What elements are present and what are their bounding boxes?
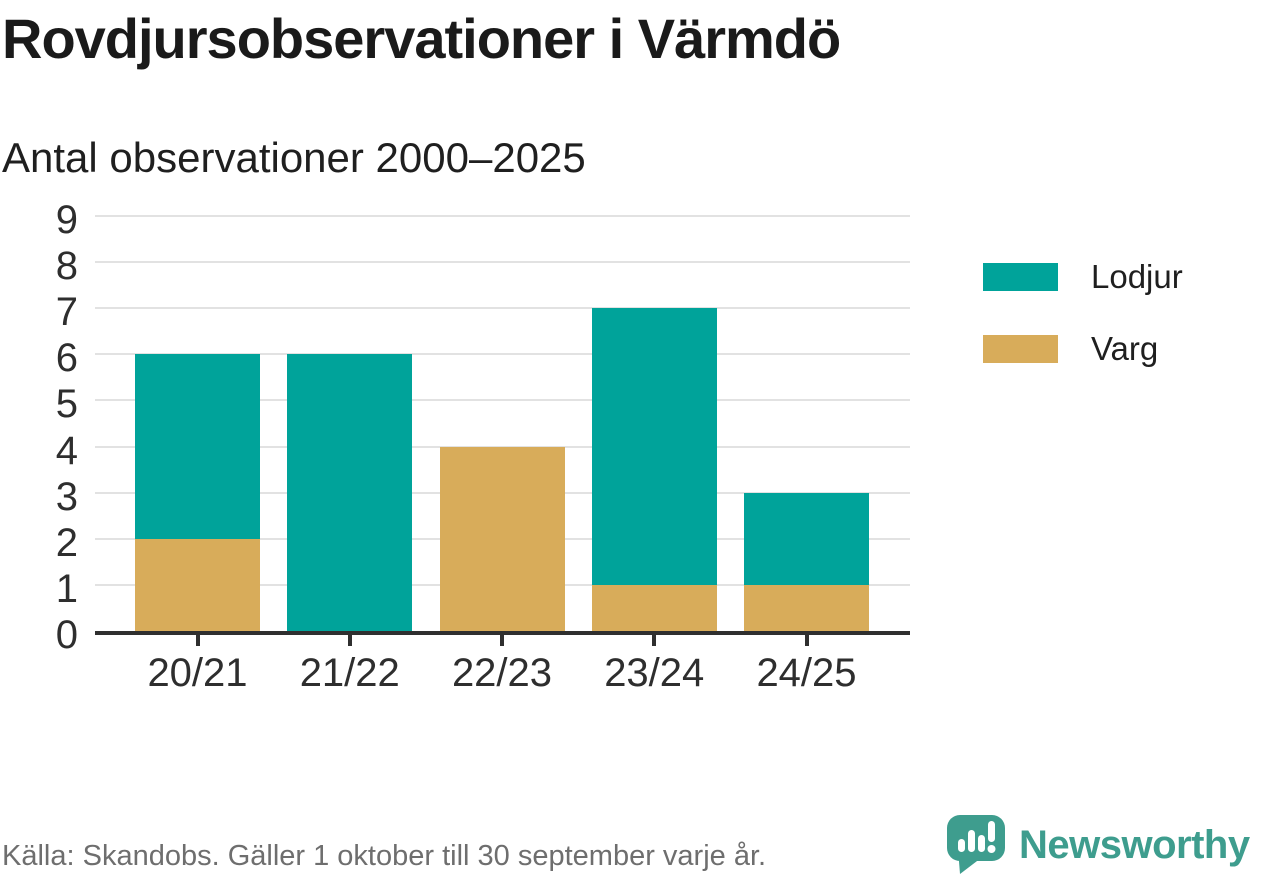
legend-swatch-varg-icon <box>983 335 1058 363</box>
y-axis-tick-label: 6 <box>55 336 78 381</box>
x-axis-tick-label: 24/25 <box>756 651 857 695</box>
legend-item-varg: Varg <box>983 330 1183 368</box>
y-axis-tick-label: 9 <box>55 198 78 242</box>
y-axis-tick-label: 4 <box>55 428 78 473</box>
gridline <box>95 215 910 217</box>
gridline <box>95 307 910 310</box>
gridline <box>95 353 910 356</box>
page-title: Rovdjursobservationer i Värmdö <box>2 7 841 70</box>
x-axis-tick-label: 23/24 <box>604 651 705 695</box>
gridline <box>95 399 910 402</box>
bar-segment-lodjur-24-25 <box>744 492 869 585</box>
plot-area: 20/21 21/22 22/23 23/24 24/25 <box>95 215 910 695</box>
legend-item-lodjur: Lodjur <box>983 258 1183 296</box>
legend-label-varg: Varg <box>1091 330 1159 367</box>
bar-segment-varg-22-23 <box>439 446 565 631</box>
newsworthy-logo-icon <box>947 815 1005 874</box>
x-axis-tick-label: 20/21 <box>147 651 248 695</box>
x-axis-tick <box>500 635 504 646</box>
y-axis-tick-label: 3 <box>55 474 78 519</box>
bar-segment-lodjur-20-21 <box>135 354 260 539</box>
newsworthy-brand: Newsworthy <box>945 812 1250 878</box>
y-axis-tick-label: 2 <box>55 520 78 565</box>
x-axis-tick-label: 21/22 <box>299 651 400 695</box>
bar-segment-varg-23-24 <box>591 584 717 631</box>
x-axis-tick <box>347 635 352 646</box>
x-axis-tick <box>195 635 200 646</box>
source-text: Källa: Skandobs. Gäller 1 oktober till 3… <box>2 840 767 872</box>
y-axis-tick-label: 5 <box>55 382 78 427</box>
y-axis-tick-label: 1 <box>55 566 78 611</box>
gridline <box>95 261 910 264</box>
legend-label-lodjur: Lodjur <box>1091 258 1183 295</box>
y-axis-tick-label: 0 <box>55 613 78 657</box>
bar-segment-lodjur-21-22 <box>287 354 413 631</box>
x-axis-tick <box>804 635 809 646</box>
bar-segment-lodjur-23-24 <box>591 308 717 585</box>
x-axis-tick-label: 22/23 <box>451 651 553 695</box>
bar-segment-varg-20-21 <box>135 538 260 631</box>
brand-name: Newsworthy <box>1019 822 1250 867</box>
y-axis-tick-label: 7 <box>55 290 78 335</box>
legend-swatch-lodjur-icon <box>983 263 1058 291</box>
y-axis-tick-label: 8 <box>55 244 78 289</box>
bar-segment-varg-24-25 <box>744 584 869 631</box>
x-axis-tick <box>652 635 657 646</box>
chart-subtitle: Antal observationer 2000–2025 <box>2 134 586 181</box>
legend: Lodjur Varg <box>983 258 1183 402</box>
